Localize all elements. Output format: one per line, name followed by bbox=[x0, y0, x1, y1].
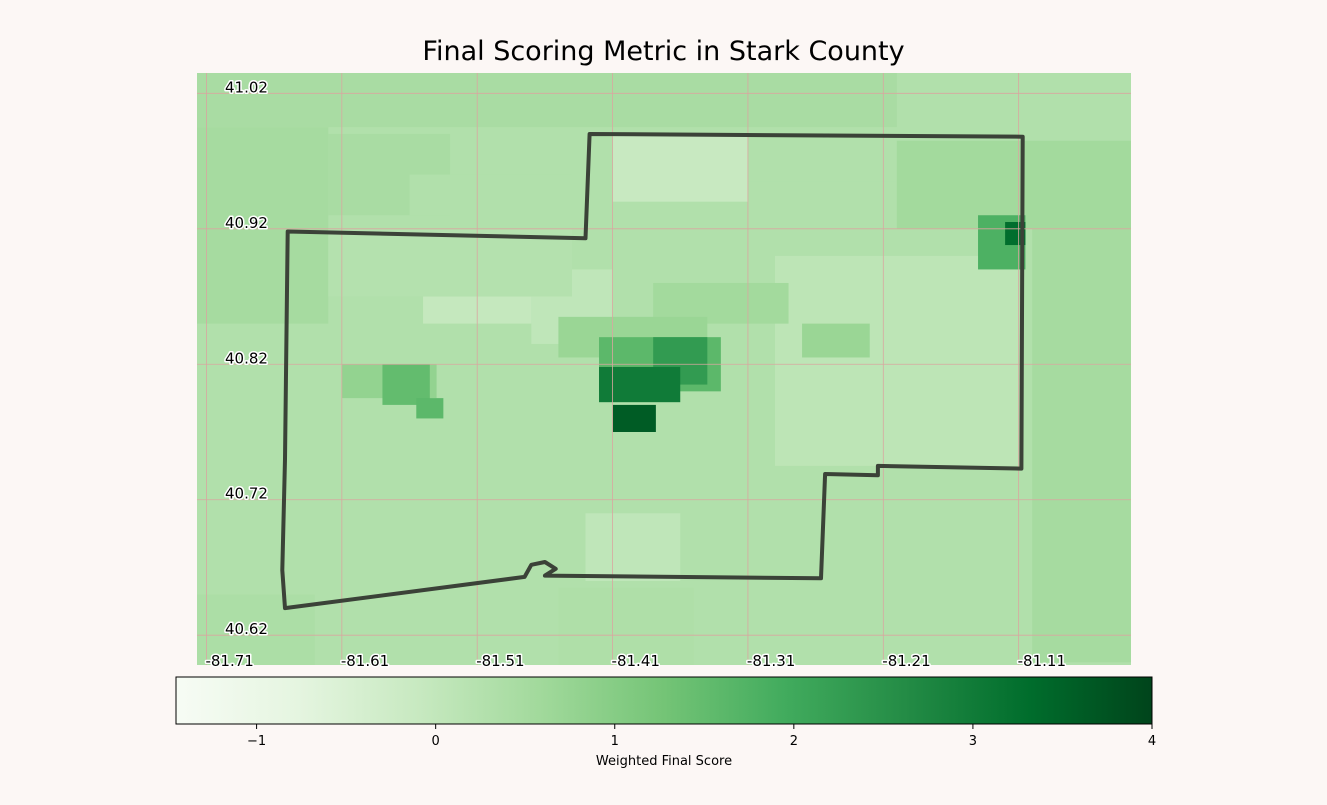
longitude-tick-label: -81.31 bbox=[747, 652, 795, 670]
latitude-tick-label: 40.62 bbox=[225, 620, 268, 638]
map-area bbox=[197, 73, 1131, 665]
colorbar-tick-label: −1 bbox=[247, 734, 266, 749]
choropleth-region bbox=[896, 140, 1131, 229]
choropleth-region bbox=[599, 366, 681, 403]
choropleth-region bbox=[612, 133, 748, 202]
choropleth-region bbox=[585, 513, 681, 582]
county-boundary-layer bbox=[280, 132, 1025, 611]
choropleth-region bbox=[720, 181, 911, 229]
latitude-tick-label: 40.92 bbox=[225, 214, 268, 232]
choropleth-region bbox=[328, 228, 572, 297]
coordinate-labels: -81.71 -81.61 -81.51 -81.41 -81.31 -81.21 -81.… bbox=[204, 77, 1068, 672]
choropleth-region bbox=[802, 323, 870, 358]
colorbar-tick-label: 0 bbox=[432, 734, 440, 749]
colorbar-tick-label: 2 bbox=[790, 734, 798, 749]
longitude-tick-label: -81.61 bbox=[341, 652, 389, 670]
choropleth-region bbox=[774, 255, 1019, 466]
longitude-tick-label: -81.51 bbox=[476, 652, 524, 670]
choropleth-region bbox=[409, 174, 572, 216]
latitude-tick-label: 40.82 bbox=[225, 349, 268, 367]
choropleth-region bbox=[612, 404, 656, 432]
latitude-tick-label: 41.02 bbox=[225, 78, 268, 96]
county-boundary bbox=[280, 132, 1025, 611]
choropleth-region bbox=[197, 73, 897, 128]
colorbar-label: Weighted Final Score bbox=[596, 754, 732, 769]
colorbar-tick-label: 3 bbox=[969, 734, 977, 749]
choropleth-region bbox=[197, 127, 329, 324]
longitude-tick-label: -81.21 bbox=[882, 652, 930, 670]
choropleth-region bbox=[558, 587, 694, 665]
map-title: Final Scoring Metric in Stark County bbox=[422, 36, 905, 67]
colorbar: −1 0 1 2 3 4 Weighted Final Score bbox=[175, 676, 1156, 769]
colorbar-gradient bbox=[175, 676, 1153, 725]
choropleth-region bbox=[416, 398, 444, 419]
longitude-tick-label: -81.71 bbox=[205, 652, 253, 670]
colorbar-tick-label: 4 bbox=[1148, 734, 1156, 749]
graticule bbox=[197, 73, 1131, 665]
choropleth-region bbox=[1032, 228, 1131, 663]
longitude-tick-label: -81.41 bbox=[612, 652, 660, 670]
colorbar-tick-label: 1 bbox=[611, 734, 619, 749]
latitude-tick-label: 40.72 bbox=[225, 485, 268, 503]
longitude-tick-label: -81.11 bbox=[1018, 652, 1066, 670]
